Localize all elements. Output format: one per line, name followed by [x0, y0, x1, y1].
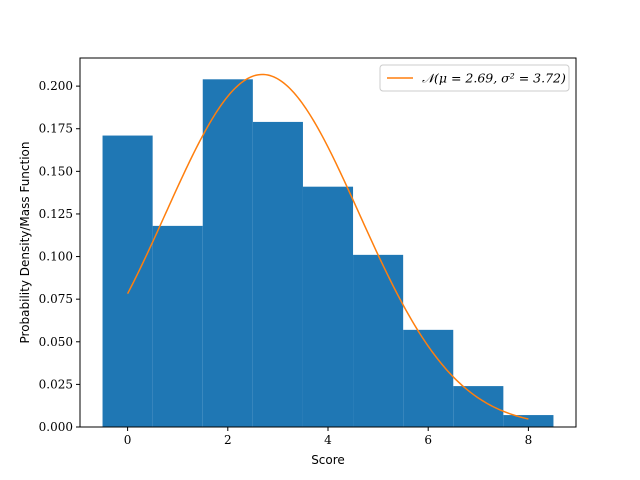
y-tick-label: 0.050 [39, 335, 73, 349]
y-tick-label: 0.000 [39, 420, 73, 434]
histogram-bar [353, 254, 404, 427]
histogram-bar [152, 225, 203, 427]
y-axis-label: Probability Density/Mass Function [18, 142, 32, 344]
histogram-bar [252, 121, 303, 427]
histogram-bar [102, 135, 153, 427]
histogram-bar [453, 386, 504, 427]
y-tick-label: 0.175 [39, 122, 73, 136]
x-tick-label: 2 [224, 433, 232, 447]
y-axis-ticks: 0.000 0.025 0.050 0.075 0.100 0.125 0.150 0.175… [39, 79, 80, 434]
legend-box [379, 64, 570, 92]
histogram-bar [302, 186, 354, 427]
x-tick-label: 6 [424, 433, 432, 447]
bars-group [102, 79, 554, 428]
x-tick-label: 8 [525, 433, 533, 447]
x-tick-label: 0 [124, 433, 132, 447]
x-tick-label: 4 [324, 433, 332, 447]
x-axis-label: Score [311, 453, 345, 467]
normal-curve [126, 73, 529, 420]
legend: 𝒩(μ = 2.69, σ² = 3.72) [379, 64, 570, 92]
x-axis-ticks: 0 2 4 6 8 [124, 427, 532, 447]
y-tick-label: 0.200 [39, 79, 73, 93]
histogram-bar [503, 415, 554, 427]
y-tick-label: 0.125 [39, 207, 73, 221]
histogram-bar [202, 79, 253, 428]
y-tick-label: 0.075 [39, 292, 73, 306]
histogram-bar [403, 329, 454, 427]
y-tick-label: 0.150 [39, 164, 73, 178]
y-tick-label: 0.100 [39, 250, 73, 264]
y-tick-label: 0.025 [39, 377, 73, 391]
legend-label: 𝒩(μ = 2.69, σ² = 3.72) [422, 71, 566, 86]
